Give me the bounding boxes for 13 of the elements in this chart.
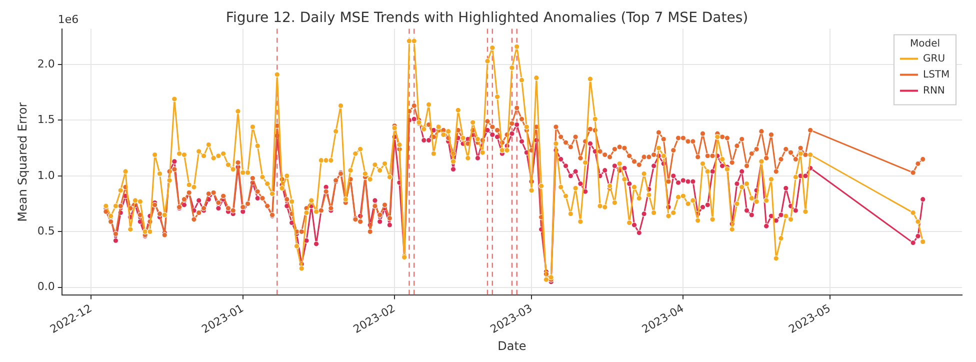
- legend-label: GRU: [923, 53, 946, 64]
- legend-title: Model: [910, 38, 940, 50]
- y-tick-label: 1.0: [37, 168, 55, 182]
- y-tick-label: 2.0: [37, 57, 55, 70]
- text: 1e6: [58, 13, 79, 26]
- y-tick-label: 0.0: [37, 280, 55, 294]
- chart-title: Figure 12. Daily MSE Trends with Highlighted Anomalies (Top 7 MSE Dates): [226, 10, 748, 26]
- y-tick-label: 1.5: [37, 113, 55, 126]
- legend-label: RNN: [923, 85, 945, 96]
- y-tick-label: 0.5: [37, 224, 55, 238]
- x-axis-title: Date: [498, 338, 526, 353]
- legend-label: LSTM: [923, 69, 950, 80]
- y-axis-title: Mean Squared Error: [15, 102, 30, 222]
